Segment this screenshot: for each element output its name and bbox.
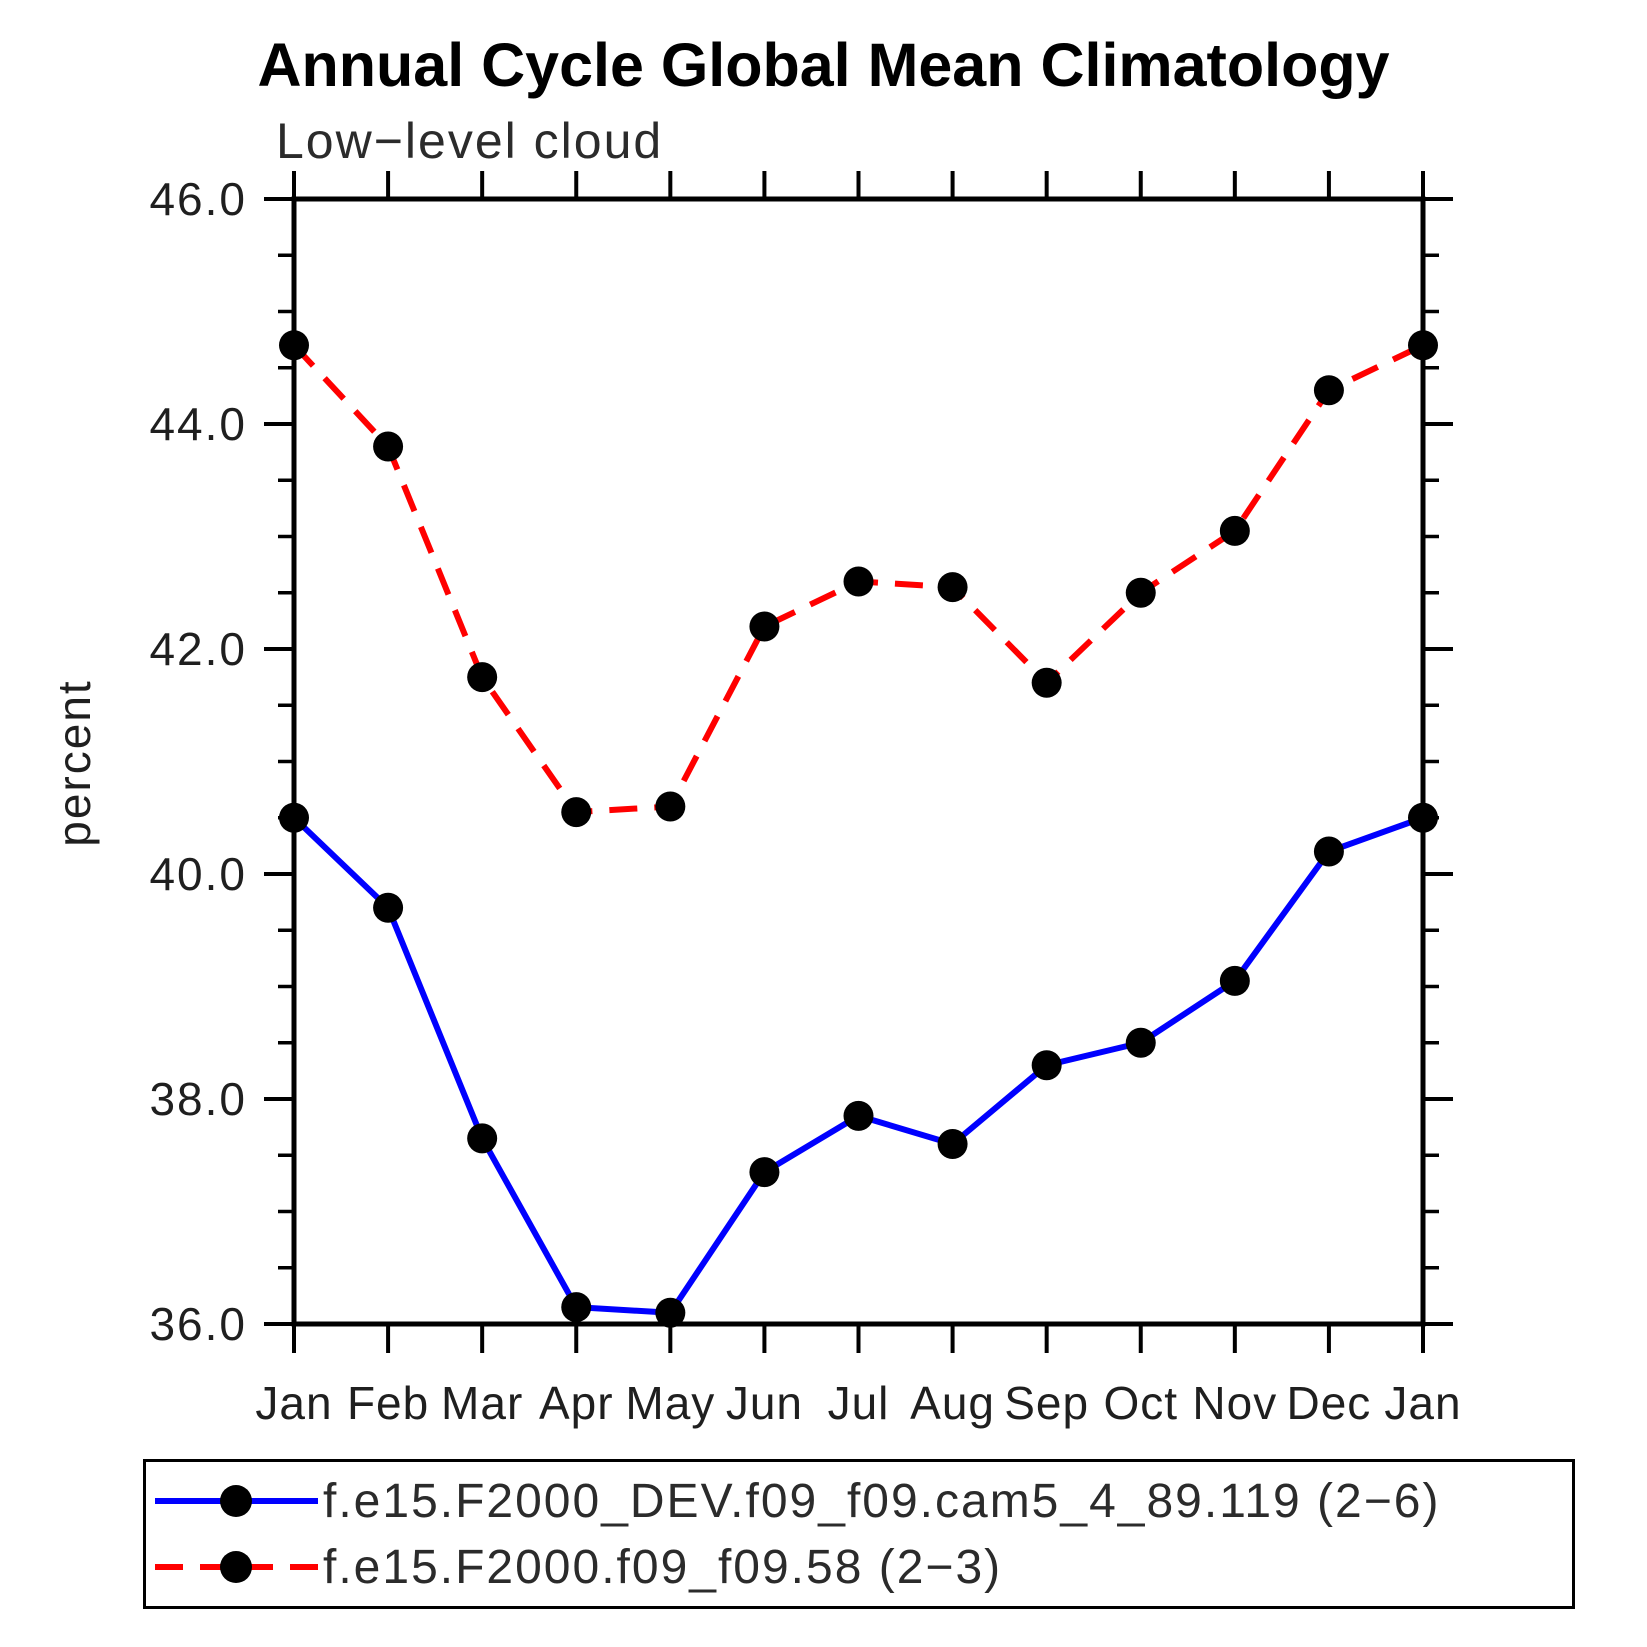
x-tick-label: Apr: [539, 1377, 614, 1429]
series-2-marker: [1125, 577, 1156, 608]
series-1-marker: [843, 1100, 874, 1131]
series-2-marker: [1031, 667, 1062, 698]
y-tick-label: 42.0: [149, 623, 247, 675]
series-line-1: [291, 814, 1425, 1316]
x-tick-label: Sep: [1004, 1377, 1089, 1429]
y-tick-label: 46.0: [149, 173, 247, 225]
x-tick-label: Jan: [255, 1377, 332, 1429]
x-tick-label: Feb: [347, 1377, 429, 1429]
series-2-marker: [561, 797, 592, 828]
y-tick-label: 36.0: [149, 1298, 247, 1350]
legend-sample-solid-blue: [155, 1485, 318, 1517]
x-tick-label: Oct: [1103, 1377, 1178, 1429]
series-1-marker: [279, 802, 309, 833]
legend-label-series-2: f.e15.F2000.f09_f09.58 (2−3): [323, 1540, 1003, 1594]
x-tick-label: Jan: [1384, 1377, 1461, 1429]
x-tick-label: Nov: [1192, 1377, 1277, 1429]
x-tick-label: May: [625, 1377, 715, 1429]
legend-sample-dashed-red: [155, 1551, 318, 1583]
series-2-marker: [467, 662, 498, 693]
series-1-marker: [1408, 802, 1438, 833]
series-1-marker: [1031, 1050, 1062, 1081]
series-1-marker: [373, 892, 404, 923]
y-tick-label: 44.0: [149, 398, 247, 450]
series-2-marker: [655, 791, 686, 822]
series-1-marker: [467, 1123, 498, 1154]
series-2-marker: [843, 566, 874, 597]
series-2-marker: [279, 330, 309, 361]
legend-label-series-1: f.e15.F2000_DEV.f09_f09.cam5_4_89.119 (2…: [323, 1474, 1441, 1528]
chart-subtitle: Low−level cloud: [276, 113, 664, 169]
series-2-marker: [373, 431, 404, 462]
x-tick-label: Aug: [910, 1377, 995, 1429]
series-2-marker: [1219, 515, 1250, 546]
chart-title: Annual Cycle Global Mean Climatology: [257, 31, 1390, 99]
plot-frame: [291, 196, 1426, 1327]
series-2-marker: [1313, 375, 1344, 406]
legend-marker-dot-icon: [220, 1551, 252, 1583]
series-1-marker: [1313, 836, 1344, 867]
series-1-marker: [1219, 965, 1250, 996]
series-1-marker: [749, 1157, 780, 1188]
series-1-marker: [561, 1292, 592, 1323]
x-tick-label: Jul: [828, 1377, 890, 1429]
series-2-marker: [749, 611, 780, 642]
series-1-marker: [937, 1129, 968, 1159]
y-tick-label: 40.0: [149, 848, 247, 900]
series-2-marker: [937, 572, 968, 603]
legend-box: f.e15.F2000_DEV.f09_f09.cam5_4_89.119 (2…: [143, 1459, 1575, 1609]
series-1-marker: [655, 1297, 686, 1328]
legend-marker-dot-icon: [220, 1485, 252, 1517]
legend-row-series-1: f.e15.F2000_DEV.f09_f09.cam5_4_89.119 (2…: [153, 1475, 1572, 1528]
legend-row-series-2: f.e15.F2000.f09_f09.58 (2−3): [153, 1541, 1572, 1594]
y-axis-title: percent: [48, 679, 100, 846]
y-tick-label: 38.0: [149, 1073, 247, 1125]
series-2-marker: [1408, 330, 1438, 361]
x-tick-label: Dec: [1287, 1377, 1372, 1429]
x-tick-label: Jun: [726, 1377, 803, 1429]
x-tick-label: Mar: [441, 1377, 523, 1429]
series-1-marker: [1125, 1027, 1156, 1058]
